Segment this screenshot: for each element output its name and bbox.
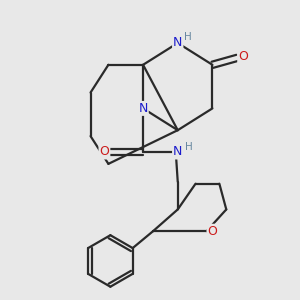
Text: N: N	[173, 37, 182, 50]
Text: O: O	[238, 50, 248, 63]
Text: N: N	[173, 146, 182, 158]
Text: N: N	[138, 102, 148, 115]
Text: H: H	[185, 142, 193, 152]
Text: H: H	[184, 32, 191, 42]
Text: O: O	[208, 225, 218, 238]
Text: O: O	[100, 146, 110, 158]
